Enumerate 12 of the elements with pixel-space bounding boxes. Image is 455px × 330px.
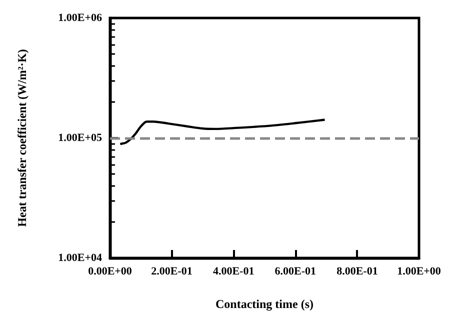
x-tick-label: 2.00E-01 bbox=[151, 266, 192, 278]
x-tick-label: 0.00E+00 bbox=[88, 266, 132, 278]
y-tick-label: 1.00E+06 bbox=[58, 12, 102, 24]
y-tick-label: 1.00E+04 bbox=[58, 252, 102, 264]
y-tick-label: 1.00E+05 bbox=[58, 132, 102, 144]
x-axis-title: Contacting time (s) bbox=[216, 297, 314, 311]
x-tick-label: 4.00E-01 bbox=[212, 266, 254, 278]
x-tick-label: 6.00E-01 bbox=[274, 266, 316, 278]
x-tick-label: 8.00E-01 bbox=[336, 266, 378, 278]
y-axis-title: Heat transfer coefficient (W/m²·K) bbox=[15, 49, 29, 227]
line-series bbox=[119, 118, 326, 146]
x-tick-label: 1.00E+00 bbox=[397, 266, 442, 278]
